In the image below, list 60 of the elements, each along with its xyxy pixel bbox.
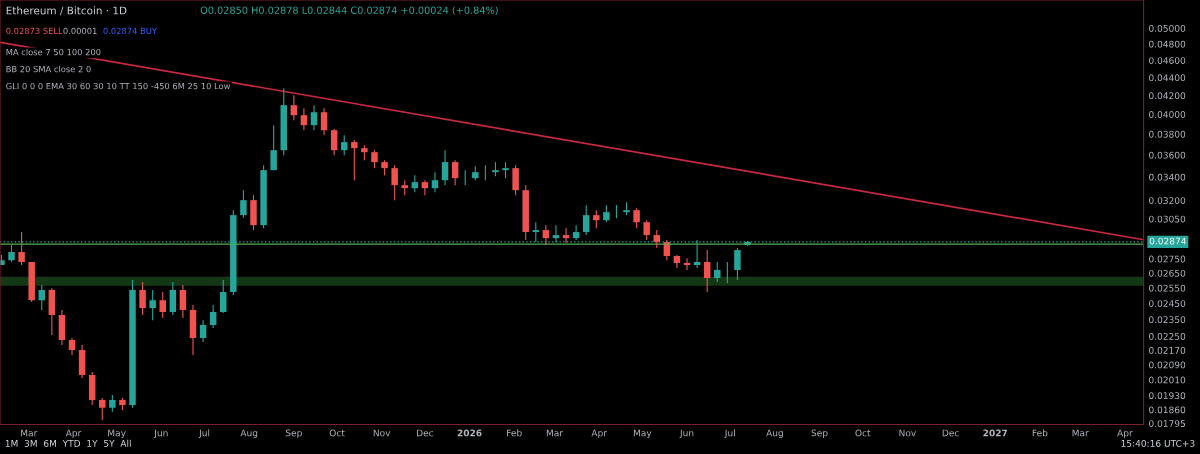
y-tick-label: 0.05000: [1149, 24, 1186, 32]
annotation: 0.02873 SELL: [6, 27, 63, 35]
x-tick-label: 2027: [983, 429, 1008, 437]
x-tick-label: Nov: [373, 429, 391, 437]
y-tick-label: 0.02170: [1149, 346, 1186, 354]
x-tick-label: Dec: [417, 429, 434, 437]
y-tick-label: 0.02650: [1149, 269, 1186, 277]
y-tick-label: 0.03050: [1149, 215, 1186, 223]
x-tick-label: Feb: [507, 429, 522, 437]
y-tick-label: 0.03400: [1149, 173, 1186, 181]
y-tick-label: 0.02550: [1149, 284, 1186, 292]
x-tick-label: Oct: [855, 429, 871, 437]
x-tick-label: Dec: [942, 429, 959, 437]
x-tick-label: May: [108, 429, 126, 439]
x-tick-label: Sep: [285, 429, 302, 439]
x-tick-label: Apr: [65, 429, 82, 439]
annotation: 0.02874 BUY: [103, 27, 157, 35]
y-tick-label: 0.03800: [1149, 130, 1186, 138]
y-tick-label: 0.02750: [1149, 255, 1186, 263]
text: Ethereum / Bitcoin · 1D: [6, 6, 127, 16]
x-tick-label: Mar: [1072, 429, 1089, 437]
text: 15:40:16 UTC+3: [1121, 439, 1195, 447]
y-tick-label: 0.01930: [1149, 392, 1186, 399]
x-tick-label: Jun: [153, 429, 168, 439]
x-tick-label: 2026: [457, 429, 482, 437]
y-tick-label: 0.03600: [1149, 151, 1186, 159]
x-tick-label: Jul: [198, 429, 210, 439]
y-tick-label: 0.01860: [1149, 406, 1186, 414]
x-tick-label: Nov: [899, 429, 916, 437]
text: O0.02850 H0.02878 L0.02844 C0.02874 +0.00024 (+0.84%): [200, 6, 498, 16]
x-tick-label: Jul: [724, 429, 735, 439]
x-tick-label: Mar: [546, 429, 564, 437]
ref-line-label: 0.02874: [1149, 237, 1186, 245]
y-tick-label: 0.02250: [1149, 333, 1186, 340]
annotation: MA close 7 50 100 200: [6, 48, 101, 56]
x-tick-label: May: [633, 429, 652, 439]
y-tick-label: 0.04800: [1149, 40, 1186, 48]
annotation: 0.00001: [63, 27, 97, 35]
x-tick-label: Aug: [766, 429, 783, 439]
x-tick-label: Feb: [1032, 429, 1048, 437]
x-tick-label: Oct: [329, 429, 345, 437]
y-tick-label: 0.01795: [1149, 420, 1185, 427]
y-tick-label: 0.04200: [1149, 92, 1186, 100]
y-tick-label: 0.02010: [1149, 376, 1186, 384]
text: 1M 3M 6M YTD 1Y 5Y All: [5, 439, 131, 447]
x-tick-label: Apr: [591, 429, 607, 439]
x-tick-label: Apr: [1117, 429, 1133, 439]
x-tick-label: Mar: [21, 429, 38, 437]
y-tick-label: 0.02350: [1149, 316, 1186, 324]
annotation: BB 20 SMA close 2 0: [6, 65, 91, 73]
y-tick-label: 0.03200: [1149, 197, 1186, 204]
y-tick-label: 0.02450: [1149, 300, 1186, 307]
y-tick-label: 0.04000: [1149, 111, 1186, 118]
x-tick-label: Aug: [240, 429, 258, 439]
x-tick-label: Jun: [679, 429, 694, 439]
y-tick-label: 0.04400: [1149, 74, 1186, 82]
y-tick-label: 0.04600: [1149, 57, 1186, 64]
annotation: GLI 0 0 0 EMA 30 60 30 10 TT 150 -450 6M 25 10 Low: [6, 82, 231, 90]
y-tick-label: 0.02090: [1149, 361, 1186, 369]
x-tick-label: Sep: [811, 429, 828, 439]
